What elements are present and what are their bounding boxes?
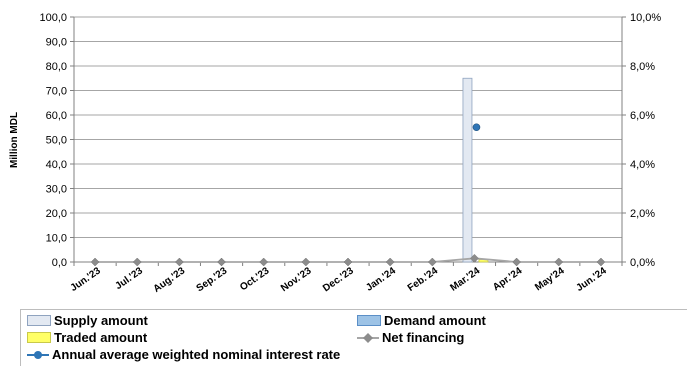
y2-tick-label: 4,0% [630, 159, 655, 171]
legend-traded-label: Traded amount [54, 330, 148, 345]
legend-rate-swatch [27, 349, 49, 361]
x-tick-label: Apr.'24 [491, 265, 525, 293]
y2-tick-label: 10,0% [630, 12, 661, 24]
y-tick-label: 0,0 [52, 257, 67, 269]
net-financing-point [512, 257, 521, 267]
x-tick-label: Nov.'23 [279, 265, 314, 294]
net-financing-point [596, 257, 606, 267]
bar-supply-amount [462, 77, 473, 263]
y-tick-label: 60,0 [46, 110, 67, 122]
y-tick-label: 80,0 [46, 61, 67, 73]
net-financing-point [343, 257, 353, 267]
x-axis-ticks: Jun.'23 Jul.'23 Aug.'23 Sep.'23 Oct.'23 Nov.'… [69, 265, 609, 295]
x-tick-label: Dec.'23 [321, 265, 356, 294]
net-financing-point [259, 257, 269, 267]
legend-rate-label: Annual average weighted nominal interest… [52, 347, 341, 362]
legend: Supply amount Demand amount Traded amoun… [20, 309, 687, 366]
interest-rate-series [472, 123, 481, 132]
grid-lines [74, 16, 622, 263]
y-tick-label: 70,0 [46, 86, 67, 98]
bars [462, 77, 489, 263]
y-axis-ticks: 0,0 10,0 20,0 30,0 40,0 50,0 60,0 70,0 80,0 90,0 1… [39, 12, 67, 269]
legend-rate-icon [27, 350, 49, 359]
x-tick-label: Feb.'24 [406, 265, 441, 294]
legend-demand-label: Demand amount [384, 313, 486, 328]
legend-net-icon [357, 332, 379, 343]
legend-supply-label: Supply amount [54, 313, 148, 328]
x-tick-label: May'24 [533, 265, 567, 293]
chart: 0,0 10,0 20,0 30,0 40,0 50,0 60,0 70,0 80,0 90,0 1… [9, 12, 661, 295]
y2-tick-label: 0,0% [630, 257, 655, 269]
y2-tick-label: 8,0% [630, 61, 655, 73]
y2-tick-label: 2,0% [630, 208, 655, 220]
x-tick-label: Jun.'23 [69, 265, 104, 294]
net-financing-point [470, 253, 479, 263]
y-tick-label: 90,0 [46, 37, 67, 49]
legend-net-swatch [357, 332, 379, 344]
y-tick-label: 20,0 [46, 208, 67, 220]
net-financing-point [385, 257, 395, 267]
y2-tick-label: 6,0% [630, 110, 655, 122]
net-financing-point [427, 257, 437, 267]
x-tick-label: Oct.'23 [238, 265, 272, 293]
y2-axis-ticks: 0,0% 2,0% 4,0% 6,0% 8,0% 10,0% [630, 12, 661, 269]
y-tick-label: 50,0 [46, 135, 67, 147]
y-tick-label: 30,0 [46, 184, 67, 196]
y-tick-label: 40,0 [46, 159, 67, 171]
x-tick-label: Mar.'24 [448, 265, 482, 293]
net-financing-point [217, 257, 226, 267]
x-tick-label: Jun.'24 [574, 265, 609, 294]
y-tick-label: 100,0 [39, 12, 67, 24]
axes [70, 16, 626, 266]
legend-traded-swatch [27, 332, 51, 343]
x-tick-label: Aug.'23 [152, 265, 188, 295]
x-tick-label: Jan.'24 [364, 265, 398, 293]
net-financing-point [132, 257, 142, 267]
net-financing-point [90, 257, 100, 267]
x-tick-label: Jul.'23 [113, 265, 145, 292]
legend-demand-swatch [357, 315, 381, 326]
legend-supply-swatch [27, 315, 51, 326]
legend-traded: Traded amount [27, 330, 147, 345]
y-axis-label: Million MDL [9, 112, 20, 168]
net-financing-series [90, 253, 606, 267]
legend-net-label: Net financing [382, 330, 465, 345]
net-financing-point [301, 257, 311, 267]
legend-supply: Supply amount [27, 313, 148, 328]
net-financing-point [554, 257, 564, 267]
y-tick-label: 10,0 [46, 233, 67, 245]
legend-net: Net financing [357, 330, 464, 345]
legend-rate: Annual average weighted nominal interest… [27, 347, 340, 362]
legend-demand: Demand amount [357, 313, 486, 328]
interest-rate-point [472, 123, 481, 132]
x-tick-label: Sep.'23 [195, 265, 230, 294]
net-financing-point [175, 257, 184, 267]
